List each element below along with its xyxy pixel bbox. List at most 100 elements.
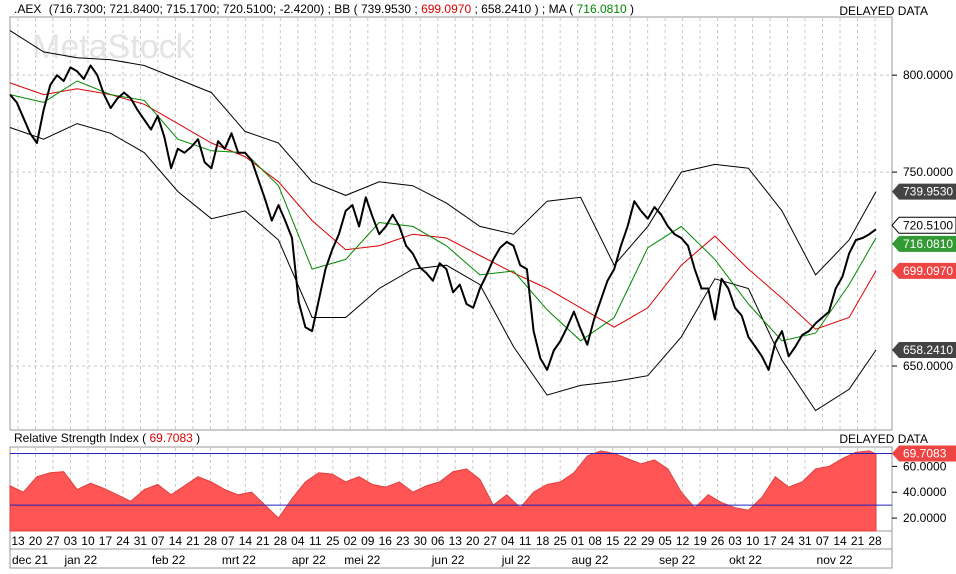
x-day-label: 03 (728, 534, 742, 548)
bb-sep-2: ; (474, 2, 481, 16)
rsi-y-tick-label: 60.0000 (903, 459, 947, 473)
ohlc-values: (716.7300; 721.8400; 715.1700; 720.5100;… (49, 2, 325, 16)
x-day-label: 25 (326, 534, 340, 548)
last-value-badge (892, 183, 956, 200)
bb-label: BB (334, 2, 350, 16)
x-day-label: 30 (414, 534, 428, 548)
x-day-label: 27 (484, 534, 498, 548)
rsi-label: Relative Strength Index (14, 431, 139, 445)
grid-layer (10, 18, 892, 531)
rsi-close-paren: ) (196, 431, 200, 445)
x-day-label: 12 (676, 534, 690, 548)
x-day-label: 25 (554, 534, 568, 548)
x-month-label: sep 22 (659, 553, 695, 567)
x-day-label: 06 (431, 534, 445, 548)
bb-lower-line (9, 123, 877, 412)
symbol-label: .AEX (14, 2, 41, 16)
axis-layer: 13 20 27 03 10 17 24 31 07 14 21 28 07 14 21 28 04 11 25 02… (11, 68, 956, 567)
price-y-tick-label: 800.0000 (903, 68, 953, 82)
x-month-label: okt 22 (729, 553, 762, 567)
x-day-label: 21 (851, 534, 865, 548)
bb-upper-value: 739.9530 (361, 2, 411, 16)
x-day-label: 28 (204, 534, 218, 548)
x-day-label: 11 (309, 534, 322, 548)
x-day-label: 07 (151, 534, 165, 548)
rsi-open-paren: ( (142, 431, 146, 445)
rsi-value: 69.7083 (149, 431, 193, 445)
x-day-label: 23 (396, 534, 410, 548)
bb-close-paren: ) (535, 2, 539, 16)
x-day-label: 11 (519, 534, 532, 548)
x-day-label: 07 (816, 534, 830, 548)
x-day-label: 20 (466, 534, 480, 548)
x-day-label: 13 (11, 534, 25, 548)
price-y-tick-label: 650.0000 (903, 359, 953, 373)
ma-line (9, 80, 877, 342)
x-month-label: nov 22 (817, 553, 853, 567)
price-panel[interactable] (9, 16, 893, 431)
x-day-label: 13 (449, 534, 463, 548)
delayed-data-label: DELAYED DATA (839, 4, 928, 18)
x-day-label: 20 (29, 534, 43, 548)
header-separator: ; (328, 2, 335, 16)
bb-sep-1: ; (414, 2, 421, 16)
bb-middle-line (9, 82, 877, 330)
x-month-label: dec 21 (12, 553, 48, 567)
header-separator-2: ; (542, 2, 549, 16)
ma-value: 716.0810 (577, 2, 627, 16)
bb-upper-line (9, 30, 877, 276)
bb-lower-value: 658.2410 (481, 2, 531, 16)
bb-open-paren: ( (354, 2, 358, 16)
last-value-badge (892, 342, 956, 359)
bb-mid-value: 699.0970 (421, 2, 471, 16)
last-value-badge-text: 739.9530 (903, 185, 953, 199)
x-day-label: 04 (291, 534, 305, 548)
x-day-label: 24 (781, 534, 795, 548)
x-day-label: 22 (623, 534, 637, 548)
last-value-badge-text: 720.5100 (903, 218, 953, 232)
price-layer (9, 30, 877, 412)
ma-open-paren: ( (569, 2, 573, 16)
x-month-label: apr 22 (292, 553, 326, 567)
x-month-label: aug 22 (572, 553, 609, 567)
rsi-y-tick-label: 40.0000 (903, 485, 947, 499)
x-month-label: mrt 22 (222, 553, 256, 567)
x-day-label: 10 (81, 534, 95, 548)
x-day-label: 31 (798, 534, 812, 548)
rsi-header: Relative Strength Index ( 69.7083 ) (14, 431, 200, 445)
rsi-delayed-data-label: DELAYED DATA (839, 432, 928, 446)
x-day-label: 21 (186, 534, 200, 548)
last-value-badge-text: 716.0810 (903, 237, 953, 251)
last-value-badge-text: 699.0970 (903, 264, 953, 278)
last-value-badge (891, 216, 956, 234)
x-month-label: jun 22 (431, 553, 465, 567)
x-day-label: 28 (868, 534, 882, 548)
x-day-label: 08 (588, 534, 602, 548)
ma-label: MA (549, 2, 567, 16)
x-month-label: feb 22 (152, 553, 186, 567)
x-day-label: 03 (64, 534, 78, 548)
x-day-label: 14 (169, 534, 183, 548)
last-value-badge (892, 262, 956, 279)
x-day-label: 24 (116, 534, 130, 548)
x-day-label: 02 (344, 534, 358, 548)
x-month-label: jul 22 (501, 553, 531, 567)
x-day-label: 28 (274, 534, 288, 548)
x-day-label: 10 (746, 534, 760, 548)
x-day-label: 01 (571, 534, 585, 548)
x-day-label: 31 (134, 534, 148, 548)
x-day-label: 21 (256, 534, 270, 548)
last-value-badge (892, 235, 956, 252)
x-day-label: 29 (641, 534, 655, 548)
x-day-label: 16 (379, 534, 393, 548)
x-day-label: 09 (361, 534, 375, 548)
rsi-y-tick-label: 20.0000 (903, 511, 947, 525)
rsi-layer (9, 450, 892, 532)
x-day-label: 17 (99, 534, 113, 548)
rsi-last-value-badge-text: 69.7083 (903, 446, 947, 460)
x-day-label: 05 (658, 534, 672, 548)
x-day-label: 27 (46, 534, 60, 548)
close-price-line (9, 64, 877, 371)
